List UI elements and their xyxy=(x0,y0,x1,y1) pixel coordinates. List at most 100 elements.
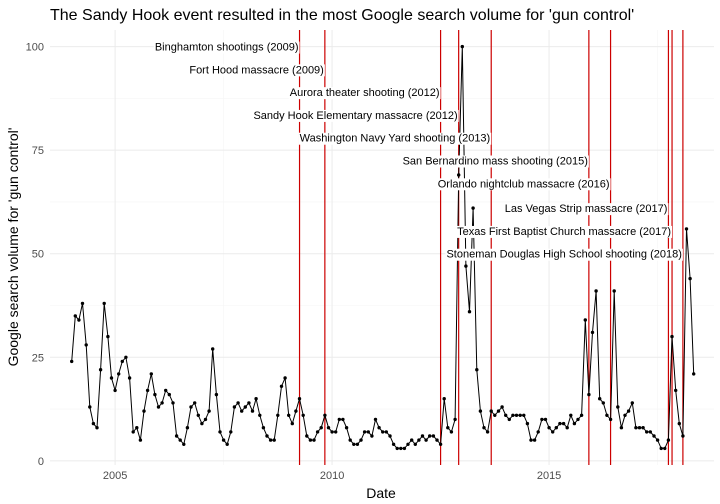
data-point xyxy=(536,430,540,434)
data-point xyxy=(500,405,504,409)
data-point xyxy=(551,430,555,434)
data-point xyxy=(554,426,558,430)
series xyxy=(70,44,696,451)
data-point xyxy=(572,421,577,426)
data-point xyxy=(565,426,569,430)
data-point xyxy=(135,426,139,430)
data-point xyxy=(138,438,143,442)
data-point xyxy=(196,413,200,417)
event-label: Las Vegas Strip massacre (2017) xyxy=(505,203,668,215)
y-tick-label: 0 xyxy=(38,456,44,468)
chart-title: The Sandy Hook event resulted in the mos… xyxy=(50,7,634,24)
axes: 0 25 50 75 100 2005 2010 2015 xyxy=(26,42,562,482)
data-point xyxy=(630,401,634,405)
data-point xyxy=(518,413,522,417)
data-point xyxy=(532,438,537,442)
x-tick-label: 2015 xyxy=(537,470,561,482)
data-point xyxy=(337,417,341,422)
data-point xyxy=(388,434,392,438)
data-point xyxy=(236,401,240,405)
data-point xyxy=(453,417,457,422)
data-point xyxy=(543,417,548,422)
data-point xyxy=(362,430,367,434)
data-point xyxy=(410,438,414,442)
data-point xyxy=(504,413,508,417)
data-point xyxy=(406,442,410,446)
data-point xyxy=(348,438,352,442)
data-point xyxy=(200,421,204,426)
data-point xyxy=(587,392,591,397)
data-point xyxy=(117,372,121,376)
data-point xyxy=(395,446,399,451)
data-point xyxy=(583,318,587,322)
data-point xyxy=(145,388,150,393)
data-point xyxy=(276,413,280,417)
data-point xyxy=(666,438,671,442)
data-point xyxy=(185,426,190,430)
data-point xyxy=(355,442,360,446)
data-point xyxy=(460,44,464,49)
data-point xyxy=(547,426,551,430)
data-point xyxy=(485,430,490,434)
data-point xyxy=(193,401,197,405)
data-point xyxy=(464,264,468,268)
data-point xyxy=(558,421,562,426)
data-point xyxy=(659,446,663,451)
event-label-background xyxy=(298,132,492,145)
data-point xyxy=(442,397,446,401)
data-point xyxy=(164,388,168,393)
data-point xyxy=(417,438,421,442)
data-point xyxy=(268,438,273,442)
data-point xyxy=(102,301,106,306)
data-point xyxy=(684,227,689,231)
data-point xyxy=(124,355,128,359)
data-point xyxy=(435,438,439,442)
data-point xyxy=(391,442,396,446)
data-point xyxy=(601,401,605,405)
data-point xyxy=(91,421,96,426)
data-point xyxy=(127,376,132,380)
event-label: Texas First Baptist Church massacre (201… xyxy=(457,226,671,238)
x-tick-label: 2010 xyxy=(320,470,344,482)
event-label-background xyxy=(252,109,459,122)
data-point xyxy=(334,430,338,434)
data-point xyxy=(106,334,110,339)
data-point xyxy=(84,343,88,347)
data-point xyxy=(160,401,164,405)
data-point xyxy=(73,314,78,318)
data-point xyxy=(203,417,208,422)
event-label-background xyxy=(445,248,683,261)
data-point xyxy=(514,413,519,417)
data-point xyxy=(399,446,403,451)
data-point xyxy=(598,397,602,401)
data-point xyxy=(692,372,696,376)
data-point xyxy=(131,430,135,434)
y-tick-label: 75 xyxy=(32,145,44,157)
y-axis-title: Google search volume for 'gun control' xyxy=(5,128,21,367)
data-point xyxy=(178,438,182,442)
data-point xyxy=(240,409,244,413)
data-point xyxy=(645,430,649,434)
event-labels: Binghamton shootings (2009) Fort Hood mas… xyxy=(153,41,683,261)
event-label-background xyxy=(436,178,611,191)
x-tick-label: 2005 xyxy=(103,470,127,482)
data-point xyxy=(315,430,320,434)
data-point xyxy=(612,289,616,293)
data-point xyxy=(377,426,381,430)
data-point xyxy=(221,438,226,442)
data-point xyxy=(626,409,631,413)
data-point xyxy=(525,421,530,426)
data-point xyxy=(438,442,443,446)
data-point xyxy=(674,388,678,393)
data-point xyxy=(648,430,652,434)
data-point xyxy=(373,417,378,422)
data-point xyxy=(294,409,298,413)
data-point xyxy=(478,409,483,413)
data-point xyxy=(283,376,287,380)
data-point xyxy=(475,368,479,372)
data-point xyxy=(446,426,450,430)
data-point xyxy=(323,413,327,417)
event-label-background xyxy=(503,203,669,216)
data-point xyxy=(511,413,515,417)
